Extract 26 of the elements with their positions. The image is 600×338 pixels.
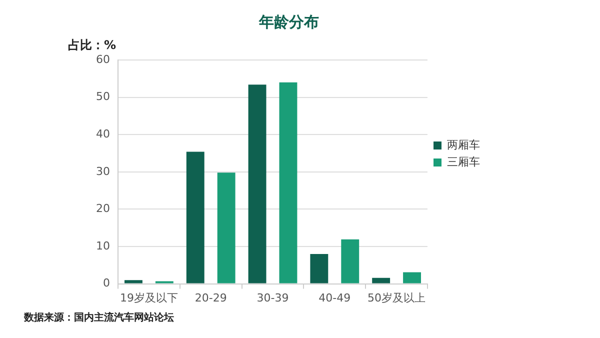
bar (372, 278, 390, 284)
bar (341, 239, 360, 284)
bar (248, 84, 266, 284)
x-tick-label: 40-49 (318, 291, 351, 304)
bar (217, 172, 236, 284)
bar (310, 254, 328, 284)
bar (186, 152, 204, 284)
bar (124, 280, 142, 284)
x-tick-label: 19岁及以下 (120, 291, 178, 304)
y-tick-label: 50 (96, 90, 110, 104)
x-tick-label: 30-39 (256, 291, 289, 304)
source-note: 数据来源：国内主流汽车网站论坛 (23, 312, 174, 324)
bar (279, 82, 298, 284)
y-tick-label: 30 (96, 164, 110, 178)
bar (403, 272, 421, 284)
chart-title: 年龄分布 (258, 12, 319, 31)
y-tick-label: 0 (102, 276, 110, 290)
y-tick-label: 20 (96, 202, 110, 216)
x-tick-label: 20-29 (194, 291, 227, 304)
x-tick-label: 50岁及以上 (368, 291, 426, 304)
y-tick-label: 60 (96, 52, 110, 66)
legend-label: 三厢车 (447, 155, 480, 168)
y-tick-label: 10 (96, 239, 110, 252)
y-axis-title: 占比：% (68, 38, 116, 52)
legend-label: 两厢车 (447, 138, 480, 152)
y-tick-label: 40 (96, 127, 110, 140)
